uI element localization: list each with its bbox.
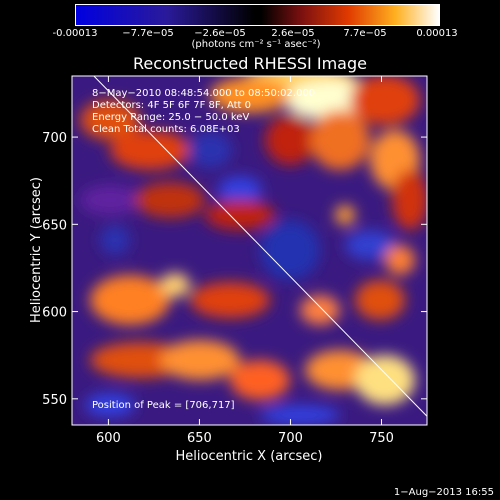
x-tick-label: 600 [96, 431, 121, 446]
colorbar-tick: -0.00013 [52, 28, 98, 39]
heatmap-blob [385, 245, 415, 275]
y-tick-label: 700 [42, 131, 67, 146]
plot-frame [71, 75, 428, 426]
heatmap-blob [135, 182, 205, 218]
heatmap-blob [265, 115, 315, 165]
colorbar-tick: 7.7e−05 [343, 28, 387, 39]
heatmap-blob [160, 340, 240, 380]
x-tick-label: 750 [369, 431, 394, 446]
heatmap-blob [210, 77, 290, 113]
colorbar-tick: −7.7e−05 [122, 28, 174, 39]
heatmap-blob [85, 393, 135, 417]
annotation-time: 8−May−2010 08:48:54.000 to 08:50:02.000 [92, 88, 315, 99]
annotation-detectors: Detectors: 4F 5F 6F 7F 8F, Att 0 [92, 100, 251, 111]
y-tick-label: 550 [42, 393, 67, 408]
heatmap-blob [350, 76, 420, 125]
annotation-peak: Position of Peak = [706,717] [92, 400, 235, 411]
heatmap-blob [80, 100, 140, 140]
heatmap-blob [218, 176, 262, 204]
heatmap-blob [260, 220, 320, 280]
x-tick-label: 650 [187, 431, 212, 446]
heatmap-blob [80, 185, 140, 215]
y-tick-label: 600 [42, 306, 67, 321]
annotation-clean: Clean Total counts: 6.08E+03 [92, 124, 240, 135]
heatmap-blob [355, 355, 415, 405]
colorbar-tick: 2.6e−05 [271, 28, 315, 39]
heatmap-blob [230, 360, 290, 400]
footer-date: 1−Aug−2013 16:55 [393, 487, 494, 498]
heatmap-blob [90, 275, 170, 325]
heatmap-blob [300, 295, 340, 325]
heatmap-blob [392, 170, 427, 230]
heatmap-blob [260, 405, 340, 425]
colorbar-tick: −2.6e−05 [194, 28, 246, 39]
chart-title: Reconstructed RHESSI Image [133, 54, 367, 73]
heatmap-blob [190, 282, 270, 318]
heatmap-blob [355, 280, 405, 320]
heatmap-blob [160, 273, 190, 297]
colorbar-tick: 0.00013 [416, 28, 458, 39]
x-tick-label: 700 [278, 431, 303, 446]
colorbar-units: (photons cm⁻² s⁻¹ asec⁻²) [191, 39, 321, 50]
heatmap-blob [285, 80, 375, 120]
annotation-energy: Energy Range: 25.0 − 50.0 keV [92, 112, 249, 123]
heatmap-blob [188, 132, 232, 168]
limb-line [93, 76, 427, 417]
y-axis-label: Heliocentric Y (arcsec) [29, 177, 44, 323]
heatmap-blob [310, 110, 370, 170]
colorbar [75, 4, 440, 26]
heatmap-blob [335, 205, 355, 225]
y-tick-label: 650 [42, 218, 67, 233]
x-axis-label: Heliocentric X (arcsec) [176, 449, 323, 464]
heatmap-blob [110, 130, 190, 170]
heatmap-blob [100, 225, 130, 255]
heatmap-blob [345, 230, 395, 260]
